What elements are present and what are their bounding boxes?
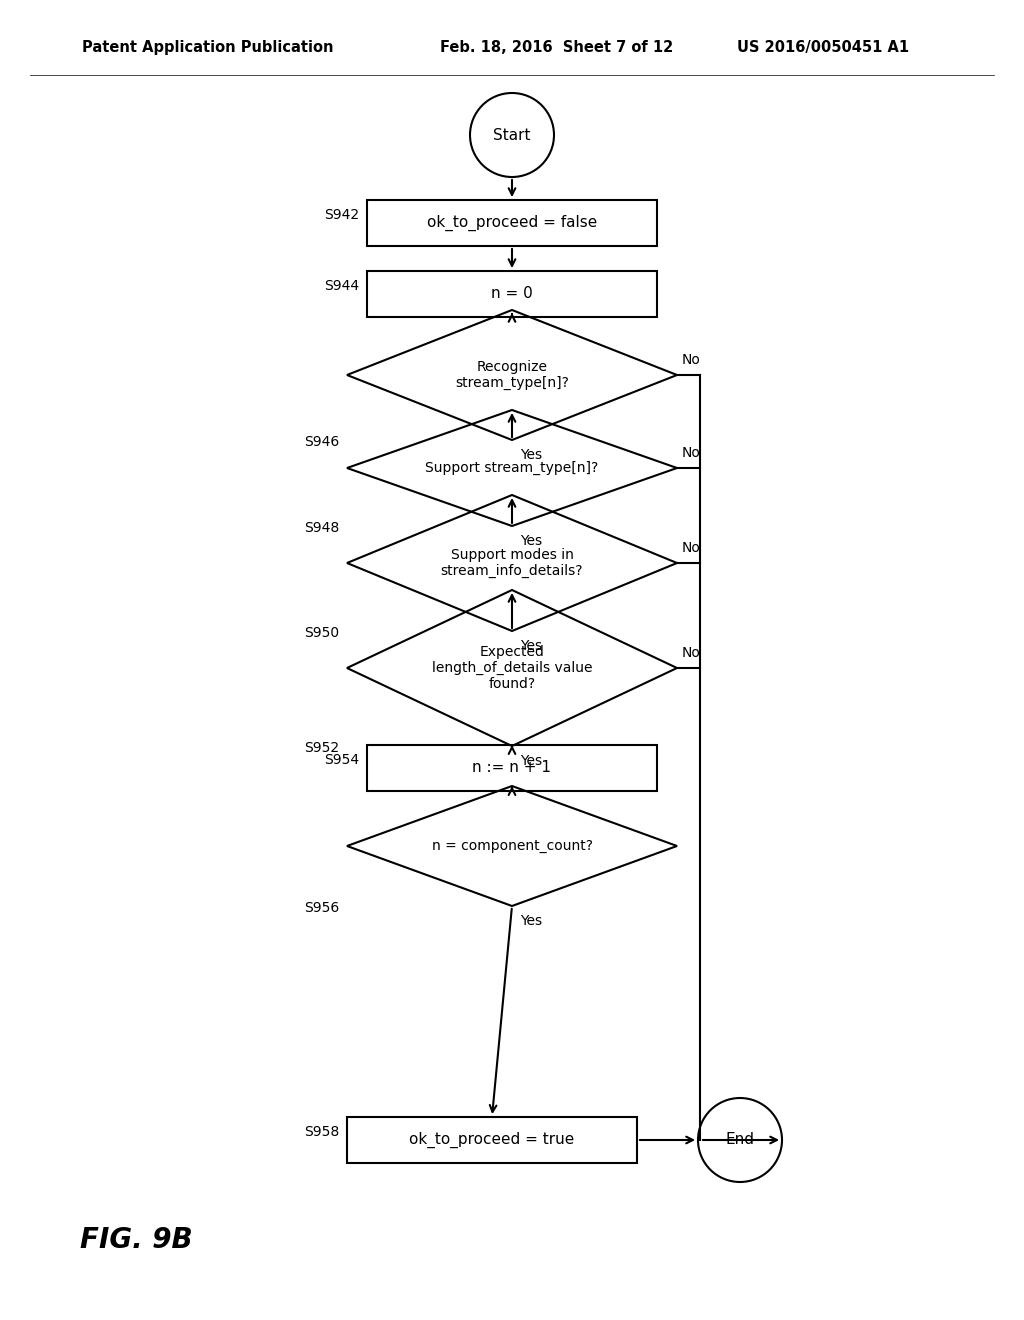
Text: Support stream_type[n]?: Support stream_type[n]? — [425, 461, 599, 475]
Text: No: No — [682, 352, 700, 367]
Text: Support modes in
stream_info_details?: Support modes in stream_info_details? — [440, 548, 584, 578]
Text: Start: Start — [494, 128, 530, 143]
Text: ok_to_proceed = false: ok_to_proceed = false — [427, 215, 597, 231]
Text: n = component_count?: n = component_count? — [431, 840, 593, 853]
Text: No: No — [682, 645, 700, 660]
Text: Yes: Yes — [520, 447, 542, 462]
Bar — [367, 201, 657, 246]
Text: FIG. 9B: FIG. 9B — [80, 1226, 193, 1254]
Text: ok_to_proceed = true: ok_to_proceed = true — [410, 1131, 574, 1148]
Text: Yes: Yes — [520, 754, 542, 768]
Text: Expected
length_of_details value
found?: Expected length_of_details value found? — [432, 644, 592, 692]
Text: S950: S950 — [304, 626, 339, 640]
Text: S948: S948 — [304, 521, 339, 535]
Bar — [347, 1117, 637, 1163]
Text: End: End — [725, 1133, 755, 1147]
Text: No: No — [682, 446, 700, 459]
Text: Feb. 18, 2016  Sheet 7 of 12: Feb. 18, 2016 Sheet 7 of 12 — [440, 40, 674, 55]
Text: Yes: Yes — [520, 639, 542, 653]
Text: Yes: Yes — [520, 535, 542, 548]
Text: US 2016/0050451 A1: US 2016/0050451 A1 — [737, 40, 909, 55]
Text: Recognize
stream_type[n]?: Recognize stream_type[n]? — [455, 360, 569, 391]
Text: n = 0: n = 0 — [492, 286, 532, 301]
Text: S958: S958 — [304, 1125, 339, 1139]
Text: S944: S944 — [324, 279, 359, 293]
Text: S952: S952 — [304, 741, 339, 755]
Bar — [367, 744, 657, 791]
Text: S942: S942 — [324, 209, 359, 222]
Text: n := n + 1: n := n + 1 — [472, 760, 552, 776]
Text: S956: S956 — [304, 902, 339, 915]
Text: Yes: Yes — [520, 913, 542, 928]
Text: S954: S954 — [324, 752, 359, 767]
Bar — [367, 271, 657, 317]
Text: Patent Application Publication: Patent Application Publication — [82, 40, 334, 55]
Text: S946: S946 — [304, 436, 339, 449]
Text: No: No — [682, 541, 700, 554]
